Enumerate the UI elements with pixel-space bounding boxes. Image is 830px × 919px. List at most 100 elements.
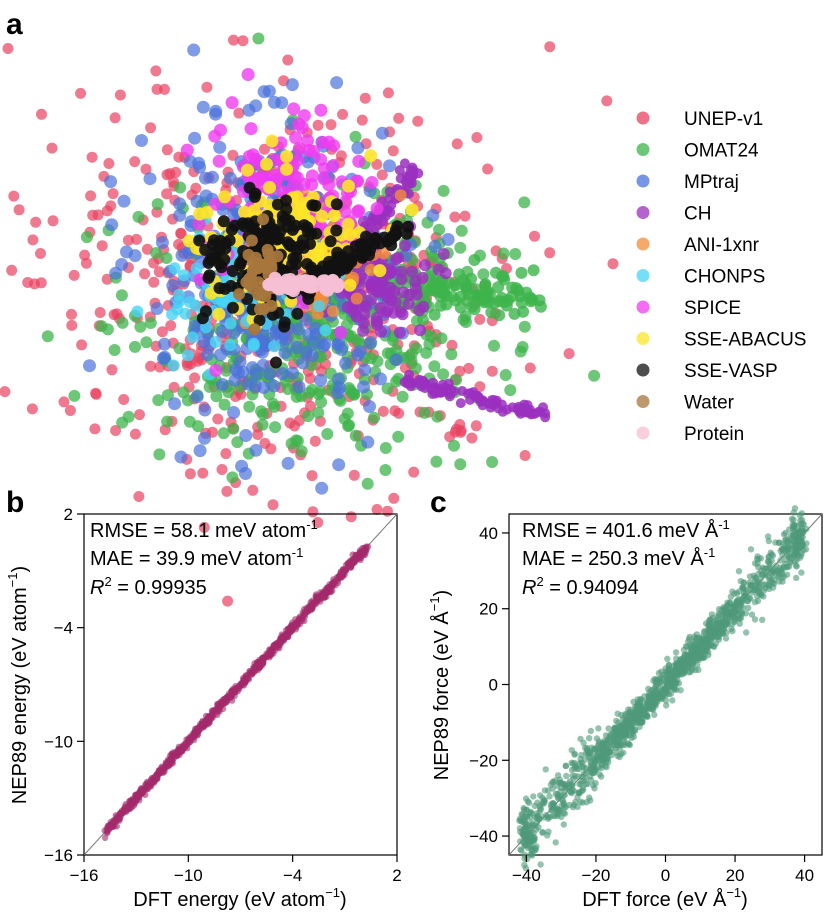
data-point [720, 619, 728, 626]
point [193, 234, 206, 247]
point [388, 492, 400, 504]
point [365, 176, 379, 189]
data-point [175, 746, 182, 753]
point [150, 302, 164, 315]
point [238, 220, 251, 233]
data-point [330, 578, 338, 585]
legend-label: Water [684, 393, 735, 414]
data-point [533, 810, 540, 817]
data-point [635, 709, 642, 717]
point [26, 403, 38, 415]
y-tick-label: −40 [469, 827, 498, 846]
point [268, 271, 282, 285]
point [292, 380, 306, 394]
point [278, 316, 291, 329]
point [224, 339, 237, 352]
data-point [562, 762, 570, 769]
data-point [608, 730, 615, 738]
point [477, 268, 490, 281]
point [293, 415, 305, 426]
point [141, 243, 153, 255]
point [282, 54, 294, 66]
data-point [687, 668, 694, 676]
point [260, 157, 273, 171]
point [400, 227, 413, 240]
force-rmse: RMSE = 401.6 meV Å-1 [522, 517, 730, 542]
point [315, 209, 329, 223]
point [204, 253, 217, 266]
x-tick-label: −10 [174, 866, 203, 885]
data-point [181, 740, 188, 748]
point [332, 336, 346, 350]
point [140, 163, 152, 175]
data-point [769, 568, 777, 575]
point [491, 395, 502, 406]
data-point [158, 763, 165, 770]
data-point [729, 620, 736, 628]
point [248, 152, 262, 166]
point [292, 141, 306, 155]
point [223, 234, 236, 247]
point [212, 154, 226, 168]
data-point [572, 772, 579, 780]
point [321, 428, 334, 440]
point [376, 274, 389, 287]
point [441, 233, 455, 246]
data-point [611, 725, 619, 732]
point [253, 314, 266, 327]
point [198, 521, 210, 533]
force-y-axis-label: NEP89 force (eV Å−1) [427, 590, 453, 780]
point [343, 228, 357, 242]
data-point [790, 551, 797, 559]
point [244, 122, 258, 136]
point [289, 131, 303, 145]
data-point [748, 582, 755, 589]
point [173, 342, 186, 355]
panel-label-c: c [430, 486, 447, 519]
data-point [192, 729, 199, 736]
point [248, 323, 261, 336]
point [305, 348, 319, 362]
point [351, 141, 365, 155]
data-point [751, 598, 759, 606]
data-point [233, 684, 240, 692]
point [307, 506, 319, 518]
point [222, 595, 234, 607]
data-point [611, 735, 618, 743]
point [349, 429, 362, 442]
point [343, 278, 357, 292]
data-point [793, 574, 800, 582]
point [516, 341, 529, 353]
point [485, 402, 496, 413]
point [64, 405, 76, 416]
point [408, 466, 420, 478]
point [448, 439, 460, 452]
point [156, 352, 170, 365]
data-point [663, 683, 671, 691]
point [474, 313, 486, 325]
point [263, 180, 276, 194]
point [334, 326, 348, 340]
data-point [526, 813, 534, 821]
data-point [521, 861, 528, 869]
point [160, 252, 173, 264]
data-point [697, 649, 704, 656]
point [350, 248, 363, 261]
data-point [569, 760, 577, 767]
data-point [608, 751, 616, 759]
point [92, 209, 104, 221]
point [524, 362, 536, 374]
data-point [692, 646, 699, 653]
data-point [586, 794, 593, 801]
point [327, 305, 339, 318]
data-point [658, 668, 665, 675]
point [267, 499, 279, 511]
point [30, 216, 42, 228]
energy-x-axis-label: DFT energy (eV atom−1) [133, 885, 346, 911]
point [199, 305, 212, 318]
point [241, 68, 255, 81]
data-point [728, 625, 735, 633]
data-point [286, 624, 294, 631]
point [370, 315, 383, 328]
point [338, 412, 351, 425]
